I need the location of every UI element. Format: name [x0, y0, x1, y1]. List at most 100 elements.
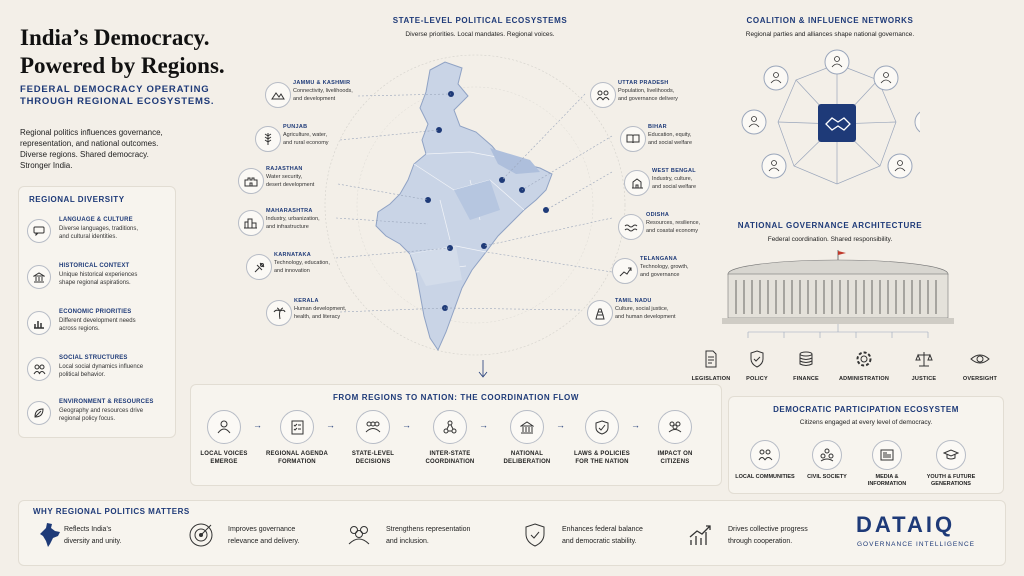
- flow-step-impact: IMPACT ON CITIZENS: [644, 410, 706, 466]
- people-icon: [27, 357, 51, 381]
- state-uttar-pradesh: UTTAR PRADESH Population, livelihoods, an…: [590, 80, 700, 114]
- participation-civil-society: CIVIL SOCIETY: [792, 440, 862, 481]
- flow-arrow: →: [326, 420, 335, 430]
- why-item-representation: Strengthens representation and inclusion.: [346, 522, 496, 562]
- why-title: WHY REGIONAL POLITICS MATTERS: [33, 507, 190, 516]
- why-item-federal-balance: Enhances federal balance and democratic s…: [522, 522, 672, 562]
- page-title: India’s Democracy. Powered by Regions.: [20, 25, 225, 78]
- coalition-subtitle: Regional parties and alliances shape nat…: [745, 31, 915, 38]
- gear-icon: [856, 351, 872, 367]
- flow-step-local-voices: LOCAL VOICES EMERGE: [193, 410, 255, 466]
- newspaper-icon: [872, 440, 902, 470]
- gov-policy: POLICY: [731, 350, 783, 382]
- regional-diversity-panel: REGIONAL DIVERSITY LANGUAGE & CULTURE Di…: [18, 186, 176, 438]
- mountain-icon: [265, 82, 291, 108]
- brand-tagline: GOVERNANCE INTELLIGENCE: [857, 541, 975, 548]
- state-ecosystems-title: STATE-LEVEL POLITICAL ECOSYSTEMS: [392, 16, 568, 25]
- bar-chart-icon: [27, 311, 51, 335]
- diversity-item-environment: ENVIRONMENT & RESOURCES Geography and re…: [27, 399, 175, 439]
- chart-up-icon: [612, 258, 638, 284]
- flow-step-regional-agenda: REGIONAL AGENDA FORMATION: [266, 410, 328, 466]
- coalition-title: COALITION & INFLUENCE NETWORKS: [746, 16, 914, 25]
- gopuram-icon: [587, 300, 613, 326]
- flow-arrow: →: [631, 420, 640, 430]
- why-item-diversity: Reflects India’s diversity and unity.: [38, 522, 188, 562]
- citizens-icon: [658, 410, 692, 444]
- target-icon: [189, 523, 213, 547]
- shield-check-icon: [750, 350, 764, 368]
- state-kerala: KERALA Human development, health, and lit…: [266, 298, 376, 332]
- building-icon: [624, 170, 650, 196]
- coordination-flow-title: FROM REGIONS TO NATION: THE COORDINATION…: [332, 393, 580, 402]
- flow-step-inter-state: INTER-STATE COORDINATION: [419, 410, 481, 466]
- network-icon: [433, 410, 467, 444]
- diversity-item-language: LANGUAGE & CULTURE Diverse languages, tr…: [27, 217, 175, 257]
- leaf-icon: [27, 401, 51, 425]
- city-icon: [238, 210, 264, 236]
- coins-icon: [799, 351, 813, 366]
- state-telangana: TELANGANA Technology, growth, and governa…: [612, 256, 722, 290]
- group-icon: [356, 410, 390, 444]
- scales-icon: [915, 352, 933, 367]
- participation-subtitle: Citizens engaged at every level of democ…: [799, 419, 933, 426]
- flow-arrow: →: [479, 420, 488, 430]
- people-icon: [348, 526, 370, 545]
- graduation-cap-icon: [936, 440, 966, 470]
- state-punjab: PUNJAB Agriculture, water, and rural econ…: [255, 124, 365, 158]
- intro-text: Regional politics influences governance,…: [20, 128, 163, 170]
- state-maharashtra: MAHARASHTRA Industry, urbanization, and i…: [238, 208, 348, 242]
- state-jammu-kashmir: JAMMU & KASHMIR Connectivity, livelihood…: [265, 80, 375, 114]
- checklist-icon: [280, 410, 314, 444]
- state-rajasthan: RAJASTHAN Water security, desert developm…: [238, 166, 348, 200]
- brand-logo: DATAIQ: [856, 512, 956, 537]
- page-subtitle: FEDERAL DEMOCRACY OPERATING THROUGH REGI…: [20, 84, 215, 107]
- shield-icon: [585, 410, 619, 444]
- participation-media: MEDIA & INFORMATION: [852, 440, 922, 488]
- state-bihar: BIHAR Education, equity, and social welfa…: [620, 124, 730, 158]
- state-odisha: ODISHA Resources, resilience, and coastal…: [618, 212, 728, 246]
- community-icon: [750, 440, 780, 470]
- parliament-building-graphic: [722, 250, 954, 338]
- gov-legislation: LEGISLATION: [685, 350, 737, 382]
- flow-step-national-deliberation: NATIONAL DELIBERATION: [496, 410, 558, 466]
- gov-justice: JUSTICE: [898, 350, 950, 382]
- eye-icon: [970, 354, 990, 364]
- shield-check-icon: [525, 523, 545, 547]
- why-panel: WHY REGIONAL POLITICS MATTERS: [18, 500, 1006, 566]
- book-icon: [620, 126, 646, 152]
- speech-bubble-icon: [27, 219, 51, 243]
- why-item-progress: Drives collective progress through cooper…: [688, 522, 838, 562]
- diversity-item-social: SOCIAL STRUCTURES Local social dynamics …: [27, 355, 175, 395]
- gov-oversight: OVERSIGHT: [954, 350, 1006, 382]
- state-tamil-nadu: TAMIL NADU Culture, social justice, and h…: [587, 298, 697, 332]
- document-icon: [705, 350, 717, 368]
- participation-title: DEMOCRATIC PARTICIPATION ECOSYSTEM: [773, 405, 959, 414]
- wave-icon: [618, 214, 644, 240]
- parliament-icon: [510, 410, 544, 444]
- gov-finance: FINANCE: [780, 350, 832, 382]
- flow-arrow: →: [253, 420, 262, 430]
- flow-step-state-decisions: STATE-LEVEL DECISIONS: [342, 410, 404, 466]
- temple-icon: [27, 265, 51, 289]
- fort-icon: [238, 168, 264, 194]
- gov-administration: ADMINISTRATION: [838, 350, 890, 382]
- coalition-network-graphic: [741, 49, 920, 185]
- wheat-icon: [255, 126, 281, 152]
- flow-arrow: →: [402, 420, 411, 430]
- state-ecosystems-subtitle: Diverse priorities. Local mandates. Regi…: [405, 31, 555, 38]
- state-west-bengal: WEST BENGAL Industry, culture, and social…: [624, 168, 734, 202]
- person-icon: [207, 410, 241, 444]
- flow-step-laws-policies: LAWS & POLICIES FOR THE NATION: [571, 410, 633, 466]
- diversity-item-history: HISTORICAL CONTEXT Unique historical exp…: [27, 263, 175, 303]
- governance-title: NATIONAL GOVERNANCE ARCHITECTURE: [737, 221, 923, 230]
- palm-icon: [266, 300, 292, 326]
- india-map-icon: [40, 523, 60, 547]
- india-map-graphic: [324, 54, 626, 378]
- civil-society-icon: [812, 440, 842, 470]
- flow-arrow: →: [556, 420, 565, 430]
- why-item-governance: Improves governance relevance and deliver…: [188, 522, 338, 562]
- satellite-icon: [246, 254, 272, 280]
- regional-diversity-title: REGIONAL DIVERSITY: [29, 195, 125, 204]
- people-group-icon: [590, 82, 616, 108]
- governance-subtitle: Federal coordination. Shared responsibil…: [767, 236, 893, 243]
